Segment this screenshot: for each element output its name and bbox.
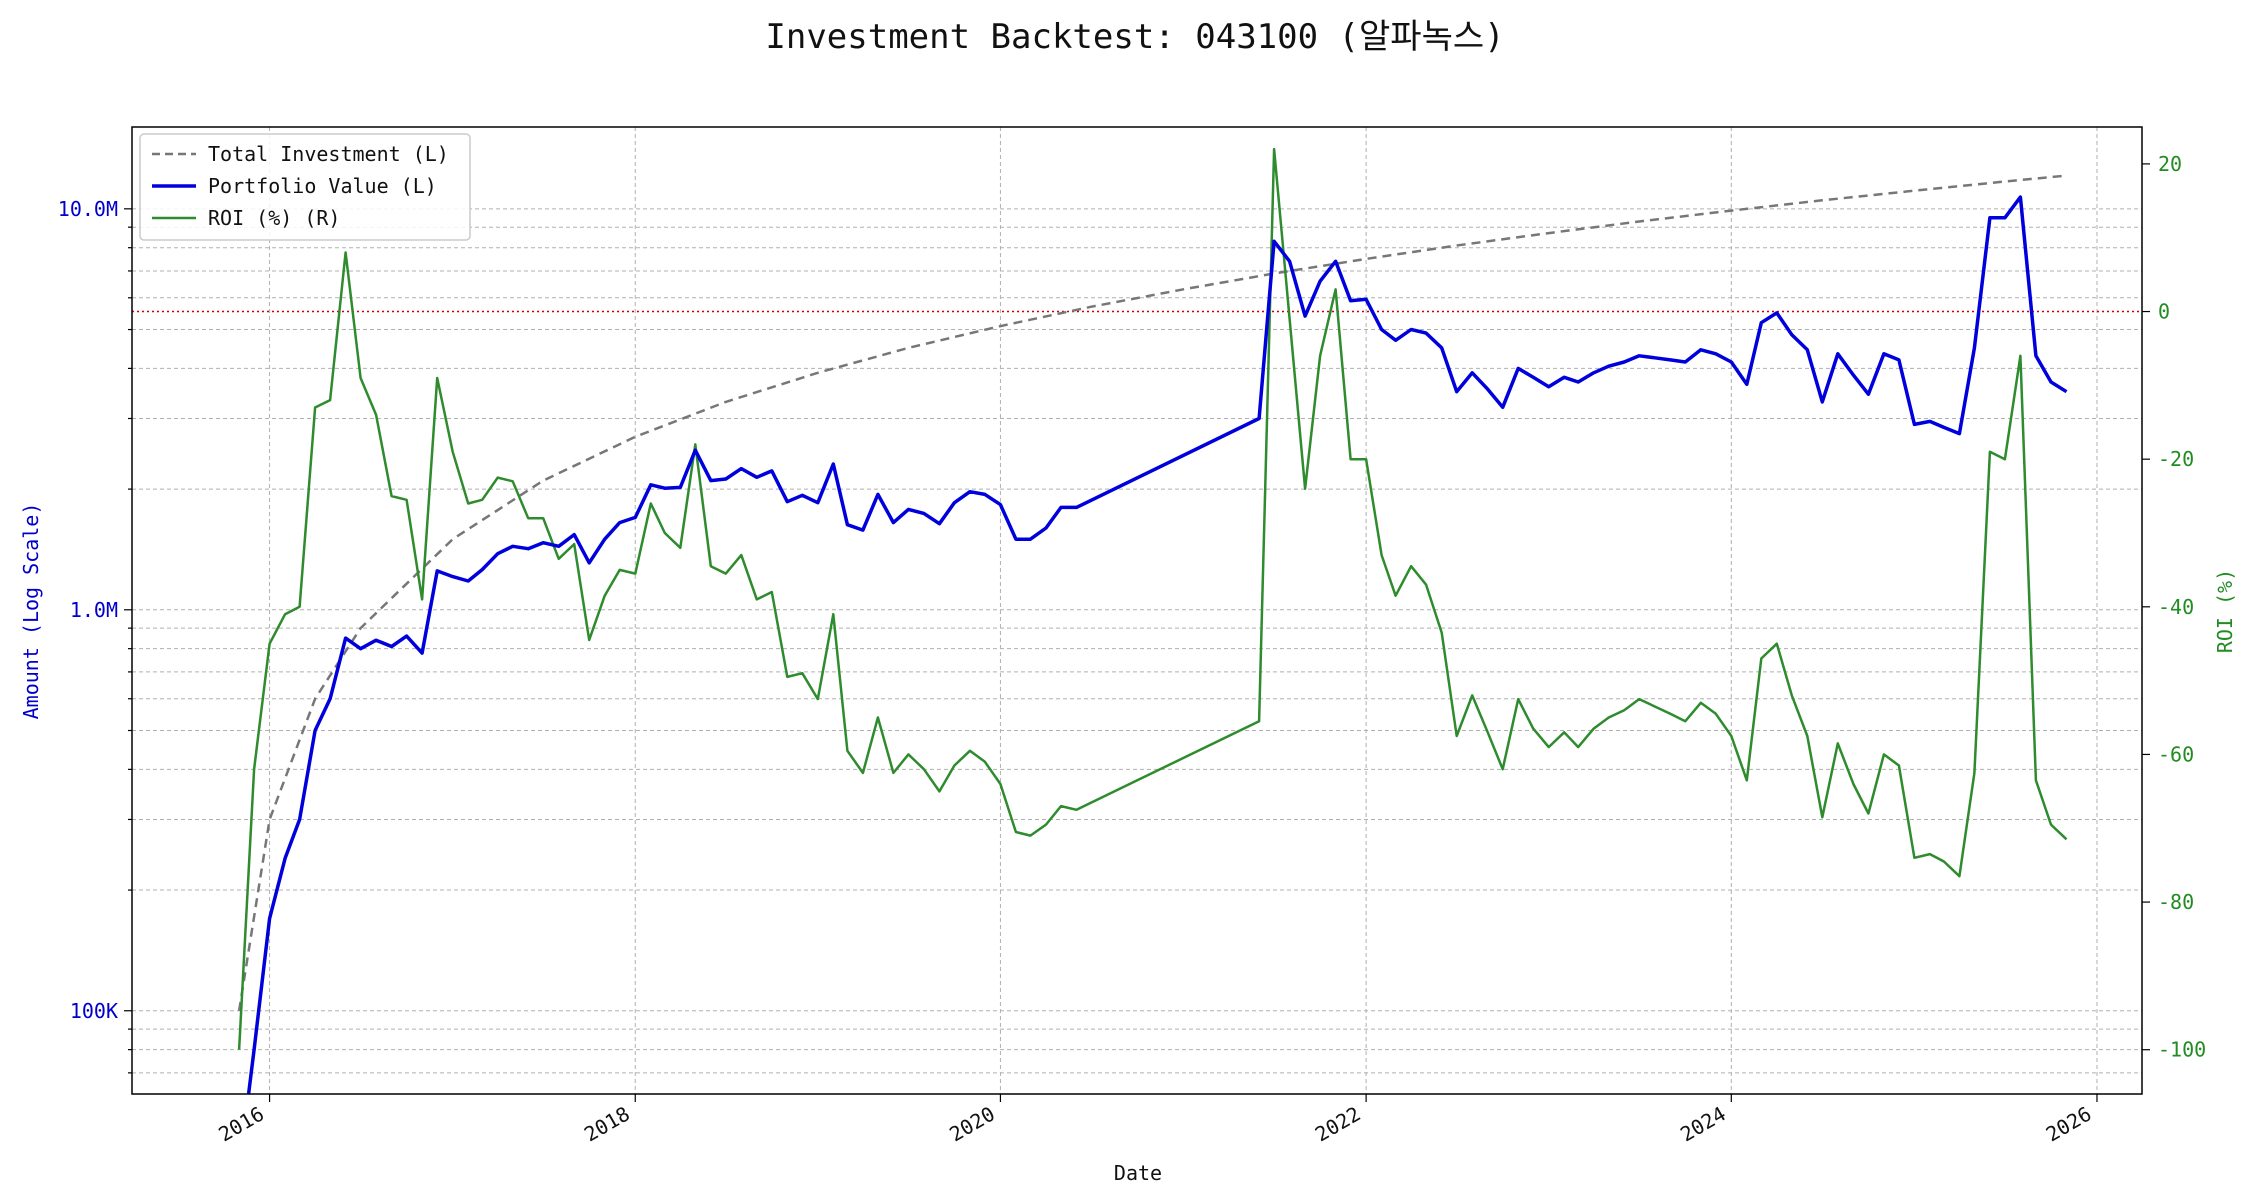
chart-title: Investment Backtest: 043100 (알파녹스) (765, 17, 1504, 57)
right-axis-ticks: -100 -80 -60 -40 -20 0 20 (2142, 152, 2206, 1062)
legend: Total Investment (L) Portfolio Value (L)… (139, 133, 471, 241)
right-tick-label: -40 (2158, 595, 2194, 619)
x-tick-label: 2020 (945, 1102, 999, 1147)
right-tick-label: -60 (2158, 742, 2194, 766)
series-line-investment (237, 174, 2067, 1011)
legend-label-investment: Total Investment (L) (208, 142, 449, 166)
legend-label-roi: ROI (%) (R) (208, 206, 340, 230)
left-axis-label: Amount (Log Scale) (19, 503, 43, 720)
x-tick-label: 2026 (2042, 1102, 2096, 1147)
series-line-roi (237, 147, 2068, 1050)
left-tick-label: 10.0M (58, 197, 118, 221)
x-tick-label: 2018 (580, 1102, 634, 1147)
series-line-portfolio (246, 195, 2068, 1094)
legend-box (139, 133, 471, 241)
left-axis-ticks: 100K 1.0M 10.0M (58, 197, 132, 1074)
right-tick-label: -20 (2158, 447, 2194, 471)
right-tick-label: 20 (2158, 152, 2182, 176)
series-lines (237, 147, 2068, 1094)
right-tick-label: 0 (2158, 300, 2170, 324)
grid-lines (132, 127, 2142, 1094)
right-tick-label: -80 (2158, 890, 2194, 914)
right-axis-label: ROI (%) (2213, 569, 2237, 653)
left-tick-label: 100K (70, 999, 118, 1023)
x-tick-label: 2022 (1311, 1102, 1365, 1147)
x-tick-label: 2016 (214, 1102, 268, 1147)
legend-label-portfolio: Portfolio Value (L) (208, 174, 437, 198)
left-tick-label: 1.0M (70, 598, 118, 622)
x-axis-ticks: 2016 2018 2020 2022 2024 2026 (214, 1094, 2098, 1147)
plot-frame (131, 126, 2143, 1095)
x-tick-label: 2024 (1676, 1102, 1730, 1147)
right-tick-label: -100 (2158, 1038, 2206, 1062)
x-axis-label: Date (1114, 1161, 1162, 1185)
